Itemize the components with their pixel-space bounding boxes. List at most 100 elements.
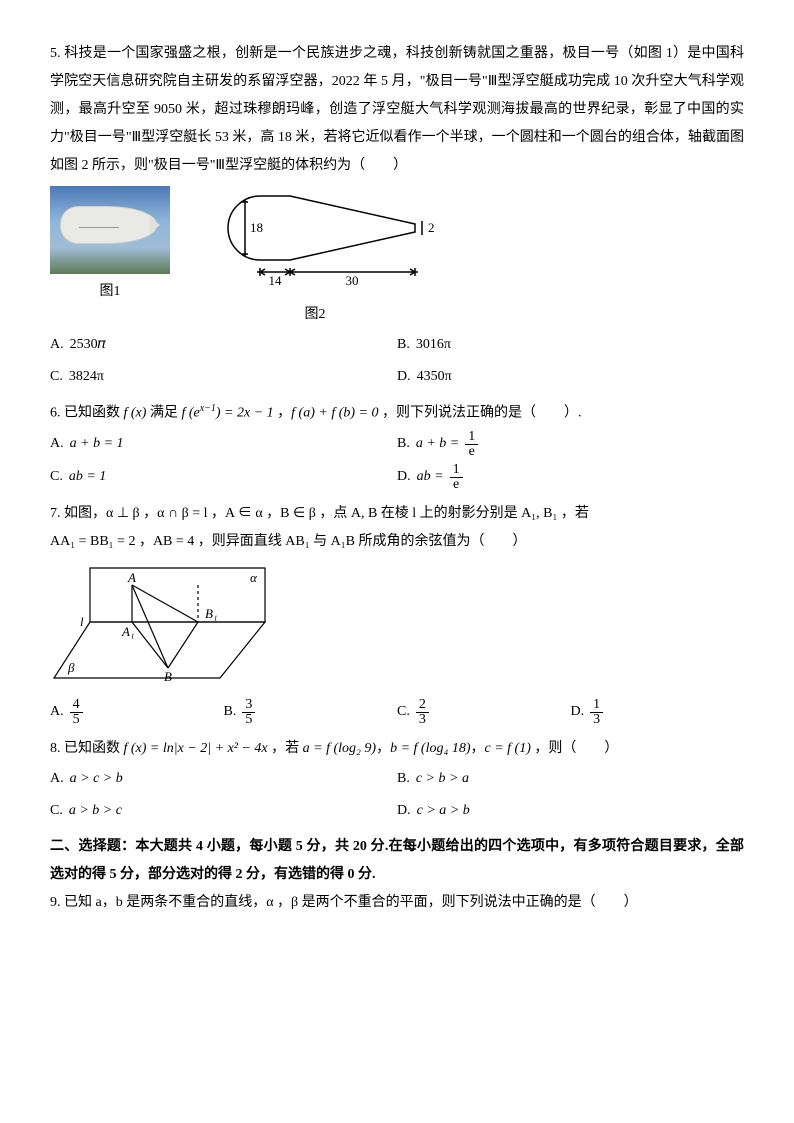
q8-opt-d: D.c > a > b [397, 797, 744, 825]
q7-opt-d: D.13 [571, 698, 745, 727]
lbl-B: B [164, 669, 172, 684]
opt-text: 3016π [416, 331, 451, 359]
opt-text: a + b = 1 [70, 430, 124, 458]
num: 4 [70, 698, 83, 713]
q5-figure2: 18 14 30 2 图2 [190, 186, 440, 329]
opt-label: C. [50, 363, 63, 391]
seg1-value: 14 [269, 273, 283, 286]
q8-options: A.a > c > b B.c > b > a C.a > b > c D.c … [50, 765, 744, 825]
q7-diagram: A B₁ A₁ B l α β [50, 560, 280, 685]
q7-options: A.45 B.35 C.23 D.13 [50, 698, 744, 727]
opt-text: 3824π [69, 363, 104, 391]
opt-text: c > b > a [416, 765, 469, 793]
section2-title: 二、选择题：本大题共 4 小题，每小题 5 分，共 20 分.在每小题给出的四个… [50, 833, 744, 889]
q7-opt-c: C.23 [397, 698, 571, 727]
frac: 1e [465, 430, 478, 459]
q6-opt-d: D.ab = 1e [397, 463, 744, 492]
q6-pre: 已知函数 [64, 406, 124, 421]
q6-opt-a: A.a + b = 1 [50, 430, 397, 459]
opt-text: a > c > b [70, 765, 123, 793]
frac: 45 [70, 698, 83, 727]
q5-figures: 图1 [50, 186, 744, 329]
q9-text: 9. 已知 a，b 是两条不重合的直线，α ，β 是两个不重合的平面，则下列说法… [50, 889, 744, 917]
opt-text: a > b > c [69, 797, 122, 825]
q7-text2: AA₁ = BB₁ = 2 ，AB = 4 ，则异面直线 AB₁ 与 A₁B 所… [50, 528, 744, 556]
q5-opt-a: A.2530𝜋 [50, 331, 397, 359]
opt-label: A. [50, 331, 64, 359]
q8-mid: ，若 [268, 741, 303, 756]
num: 1 [590, 698, 603, 713]
frac: 23 [416, 698, 429, 727]
height-value: 18 [250, 220, 263, 235]
opt-label: C. [397, 698, 410, 726]
opt-label: D. [397, 797, 411, 825]
den: e [450, 478, 462, 492]
q6-eq1b: ) = 2x − 1 [216, 406, 274, 421]
num: 1 [465, 430, 478, 445]
lbl-beta: β [67, 660, 75, 675]
q7-body1: 如图，α ⊥ β ，α ∩ β = l ，A ∈ α ，B ∈ β ，点 A, … [64, 506, 589, 521]
plane-alpha [90, 568, 265, 622]
opt-label: B. [397, 765, 410, 793]
fig1-caption: 图1 [50, 278, 170, 306]
seg2-value: 30 [346, 273, 359, 286]
airship-fin [150, 217, 160, 233]
opt-text: ab = 1 [69, 463, 106, 491]
opt-label: C. [50, 463, 63, 491]
q6-c1: ， [274, 406, 292, 421]
opt-label: B. [397, 430, 410, 458]
q6-number: 6. [50, 406, 61, 421]
q8-fx: f (x) = ln|x − 2| + x² − 4x [124, 741, 268, 756]
frac: 35 [242, 698, 255, 727]
opt-label: C. [50, 797, 63, 825]
den: e [466, 445, 478, 459]
opt-label: D. [397, 463, 411, 491]
q6-opt-b: B.a + b = 1e [397, 430, 744, 459]
lbl-B1: B₁ [205, 606, 217, 621]
den: 5 [70, 713, 83, 727]
q5-photo [50, 186, 170, 274]
opt-label: B. [397, 331, 410, 359]
airship-shape [60, 206, 157, 244]
q5-opt-d: D.4350π [397, 363, 744, 391]
q5-options: A.2530𝜋 B.3016π C.3824π D.4350π [50, 331, 744, 391]
opt-text: ab = [417, 463, 444, 491]
edge-AB1 [132, 585, 198, 622]
edge-AB [132, 585, 168, 668]
q8-text: 8. 已知函数 f (x) = ln|x − 2| + x² − 4x ，若 a… [50, 735, 744, 763]
opt-label: B. [224, 698, 237, 726]
q6-fx: f (x) [124, 406, 147, 421]
q9-number: 9. [50, 895, 61, 910]
den: 3 [416, 713, 429, 727]
q8-tail: ，则（ ） [531, 741, 619, 756]
q8-opt-c: C.a > b > c [50, 797, 397, 825]
q6-eq1a: f (e [181, 406, 199, 421]
q6-eq2: f (a) + f (b) = 0 [291, 406, 378, 421]
den: 5 [242, 713, 255, 727]
q9-body: 已知 a，b 是两条不重合的直线，α ，β 是两个不重合的平面，则下列说法中正确… [64, 895, 638, 910]
q7-number: 7. [50, 506, 61, 521]
num: 1 [450, 463, 463, 478]
lbl-A1: A₁ [121, 624, 134, 639]
q8-opt-a: A.a > c > b [50, 765, 397, 793]
opt-label: D. [571, 698, 585, 726]
q8-number: 8. [50, 741, 61, 756]
q7-opt-b: B.35 [224, 698, 398, 727]
opt-text: c > a > b [417, 797, 470, 825]
lbl-alpha: α [250, 570, 258, 585]
exam-page: 5. 科技是一个国家强盛之根，创新是一个民族进步之魂，科技创新铸就国之重器，极目… [0, 0, 794, 1123]
num: 3 [242, 698, 255, 713]
q6-tail: ，则下列说法正确的是（ ）. [379, 406, 582, 421]
q6-eq1sup: x−1 [200, 403, 216, 414]
q7-opt-a: A.45 [50, 698, 224, 727]
q8-a: a = f (log₂ 9) [303, 741, 376, 756]
q5-figure1: 图1 [50, 186, 170, 306]
airship-window [79, 221, 119, 228]
q5-diagram-svg: 18 14 30 2 [190, 186, 440, 286]
q5-text: 5. 科技是一个国家强盛之根，创新是一个民族进步之魂，科技创新铸就国之重器，极目… [50, 40, 744, 180]
q8-b: b = f (log₄ 18) [390, 741, 470, 756]
opt-label: A. [50, 698, 64, 726]
den: 3 [590, 713, 603, 727]
frac: 13 [590, 698, 603, 727]
edge-B1B [168, 622, 198, 668]
